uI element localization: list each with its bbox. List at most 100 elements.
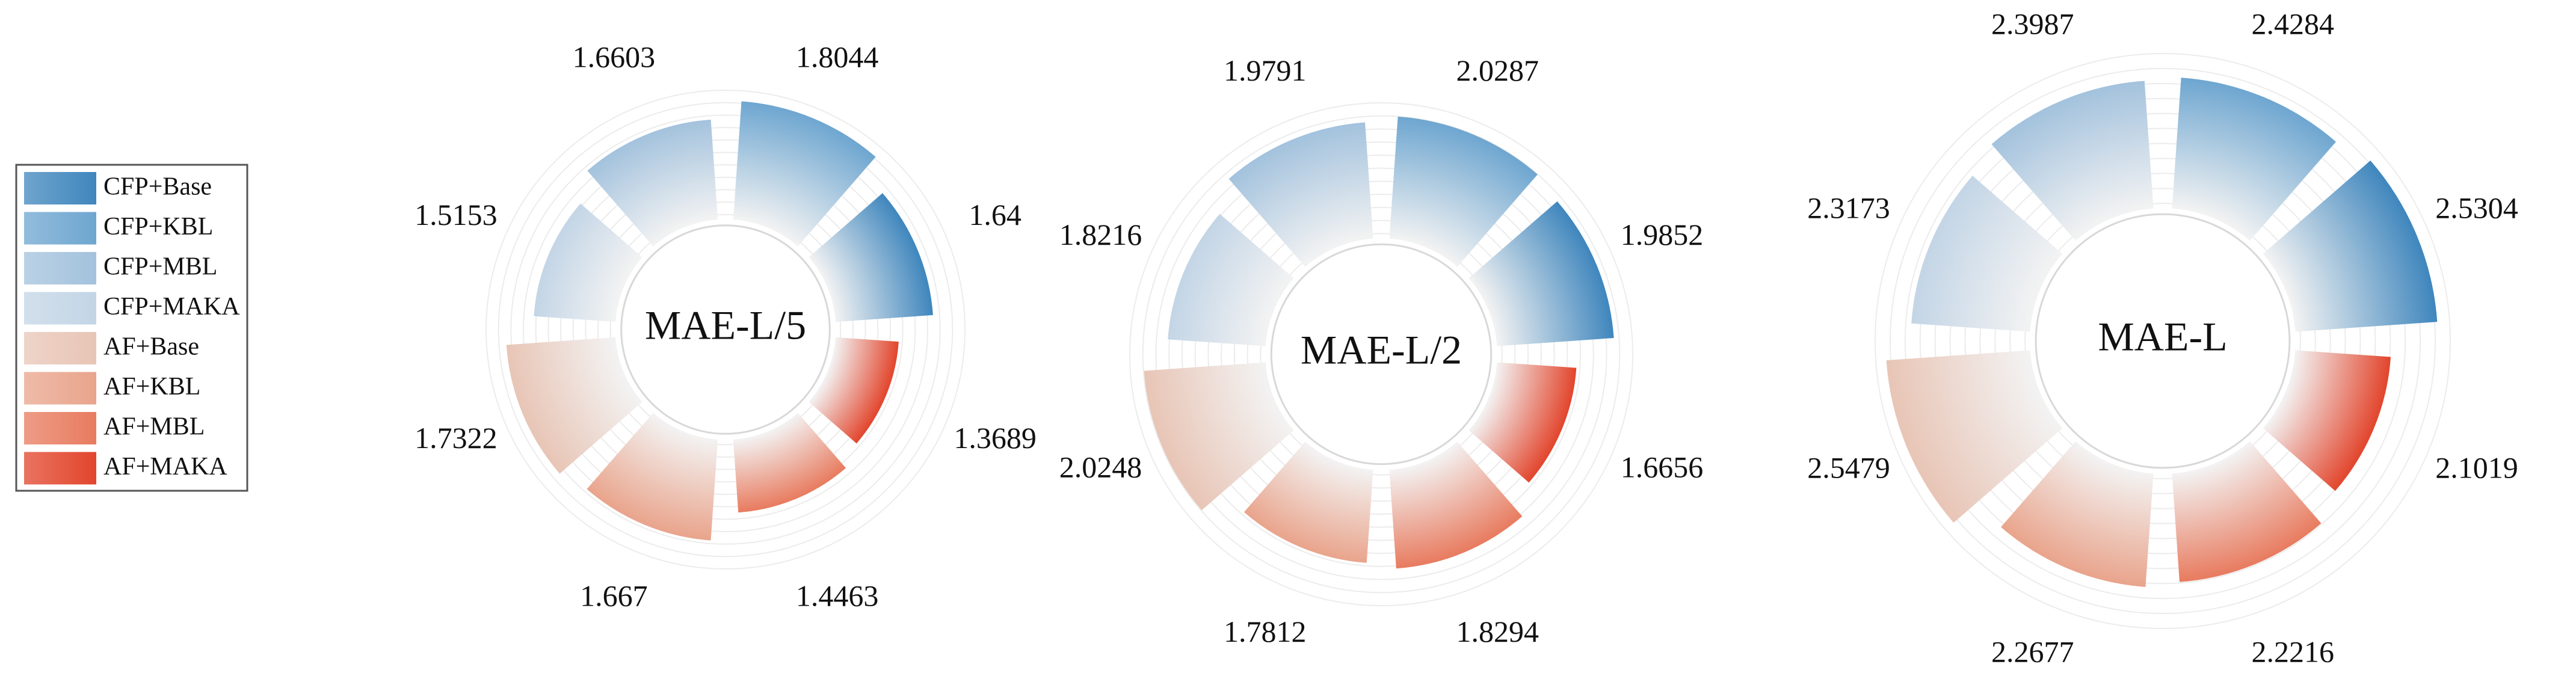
bar — [1144, 362, 1294, 511]
grid-ring — [2009, 188, 2316, 494]
grid-ring — [1964, 143, 2361, 539]
grid-ring — [510, 114, 941, 545]
chart-title: MAE-L/5 — [645, 303, 806, 348]
center-hole — [620, 224, 831, 435]
value-label: 2.0287 — [1456, 54, 1539, 87]
value-label: 1.64 — [969, 198, 1021, 232]
bar — [1243, 441, 1373, 563]
legend-swatch — [24, 452, 96, 485]
grid-ring — [1142, 115, 1621, 594]
bar — [1389, 441, 1523, 569]
value-label: 1.8216 — [1059, 218, 1142, 251]
value-label: 1.9852 — [1621, 218, 1704, 251]
legend-swatch — [24, 252, 96, 284]
grid-ring — [1260, 233, 1503, 476]
bar — [1991, 81, 2154, 241]
legend-label: AF+Base — [103, 333, 199, 361]
value-label: 2.2216 — [2251, 635, 2334, 668]
bar — [809, 193, 933, 322]
chart-title: MAE-L — [2098, 314, 2227, 360]
bar — [1468, 362, 1577, 483]
bar — [1389, 116, 1538, 267]
grid-ring — [609, 214, 842, 446]
bar — [587, 119, 718, 247]
grid-ring — [1949, 128, 2376, 555]
grid-ring — [1919, 97, 2406, 585]
grid-ring — [560, 164, 891, 495]
legend-label: CFP+MAKA — [103, 293, 240, 321]
grid-ring — [1194, 167, 1568, 541]
bar — [2172, 78, 2336, 241]
bar — [1228, 122, 1373, 267]
bar — [534, 203, 642, 322]
grid-ring — [498, 102, 954, 558]
grid-ring — [572, 176, 879, 483]
grid-ring — [1233, 206, 1529, 502]
grid-ring — [1207, 180, 1555, 528]
grid-ring — [523, 127, 928, 532]
bar — [506, 337, 642, 474]
bar — [809, 337, 899, 444]
legend-label: AF+MBL — [103, 413, 205, 441]
grid-ring — [1181, 154, 1582, 555]
value-label: 2.0248 — [1059, 450, 1142, 484]
value-label: 1.6656 — [1621, 450, 1704, 484]
grid-ring — [1875, 53, 2451, 629]
legend-label: AF+KBL — [103, 373, 200, 401]
value-label: 1.7322 — [414, 421, 498, 455]
bar — [733, 101, 876, 247]
value-label: 1.3689 — [954, 421, 1037, 455]
legend-swatch — [24, 292, 96, 325]
grid-ring — [547, 152, 904, 508]
value-label: 2.4284 — [2251, 7, 2334, 40]
bar — [2263, 160, 2438, 332]
grid-ring — [1994, 173, 2331, 509]
center-hole — [1270, 243, 1493, 466]
legend-label: CFP+MBL — [103, 253, 217, 281]
value-label: 2.5304 — [2435, 191, 2518, 224]
value-label: 1.6603 — [573, 40, 656, 73]
legend-swatch — [24, 172, 96, 204]
bar — [1168, 214, 1294, 346]
bar — [2263, 350, 2391, 491]
value-label: 1.7812 — [1224, 615, 1307, 648]
value-label: 1.4463 — [796, 579, 879, 613]
value-label: 1.5153 — [414, 198, 498, 232]
value-label: 1.667 — [580, 579, 648, 613]
value-label: 1.8294 — [1456, 615, 1539, 648]
value-label: 1.8044 — [796, 40, 879, 73]
grid-ring — [1221, 194, 1542, 515]
value-label: 2.5479 — [1807, 451, 1890, 485]
legend-swatch — [24, 412, 96, 444]
value-label: 2.3173 — [1807, 191, 1890, 224]
grid-ring — [597, 201, 854, 458]
bar — [2172, 441, 2322, 582]
legend-label: CFP+Base — [103, 173, 212, 201]
value-label: 2.2677 — [1991, 635, 2074, 668]
legend-label: CFP+KBL — [103, 213, 213, 241]
grid-ring — [585, 189, 866, 470]
grid-ring — [1979, 158, 2346, 524]
legend-swatch — [24, 332, 96, 364]
grid-ring — [1934, 112, 2391, 570]
legend-swatch — [24, 372, 96, 405]
grid-ring — [1129, 102, 1633, 606]
value-label: 2.3987 — [1991, 7, 2074, 40]
grid-ring — [1168, 141, 1594, 567]
legend-label: AF+MAKA — [103, 453, 227, 481]
grid-ring — [535, 139, 916, 520]
bar — [1911, 176, 2063, 332]
grid-ring — [1904, 82, 2421, 600]
grid-ring — [2024, 203, 2301, 479]
grid-ring — [1246, 220, 1516, 489]
bar — [2001, 441, 2154, 587]
grid-ring — [485, 90, 966, 570]
chart-title: MAE-L/2 — [1301, 327, 1462, 373]
value-label: 2.1019 — [2435, 451, 2518, 485]
center-hole — [2035, 213, 2291, 469]
bar — [587, 413, 718, 541]
bar — [733, 413, 846, 513]
value-label: 1.9791 — [1224, 54, 1307, 87]
bar — [1886, 350, 2063, 523]
